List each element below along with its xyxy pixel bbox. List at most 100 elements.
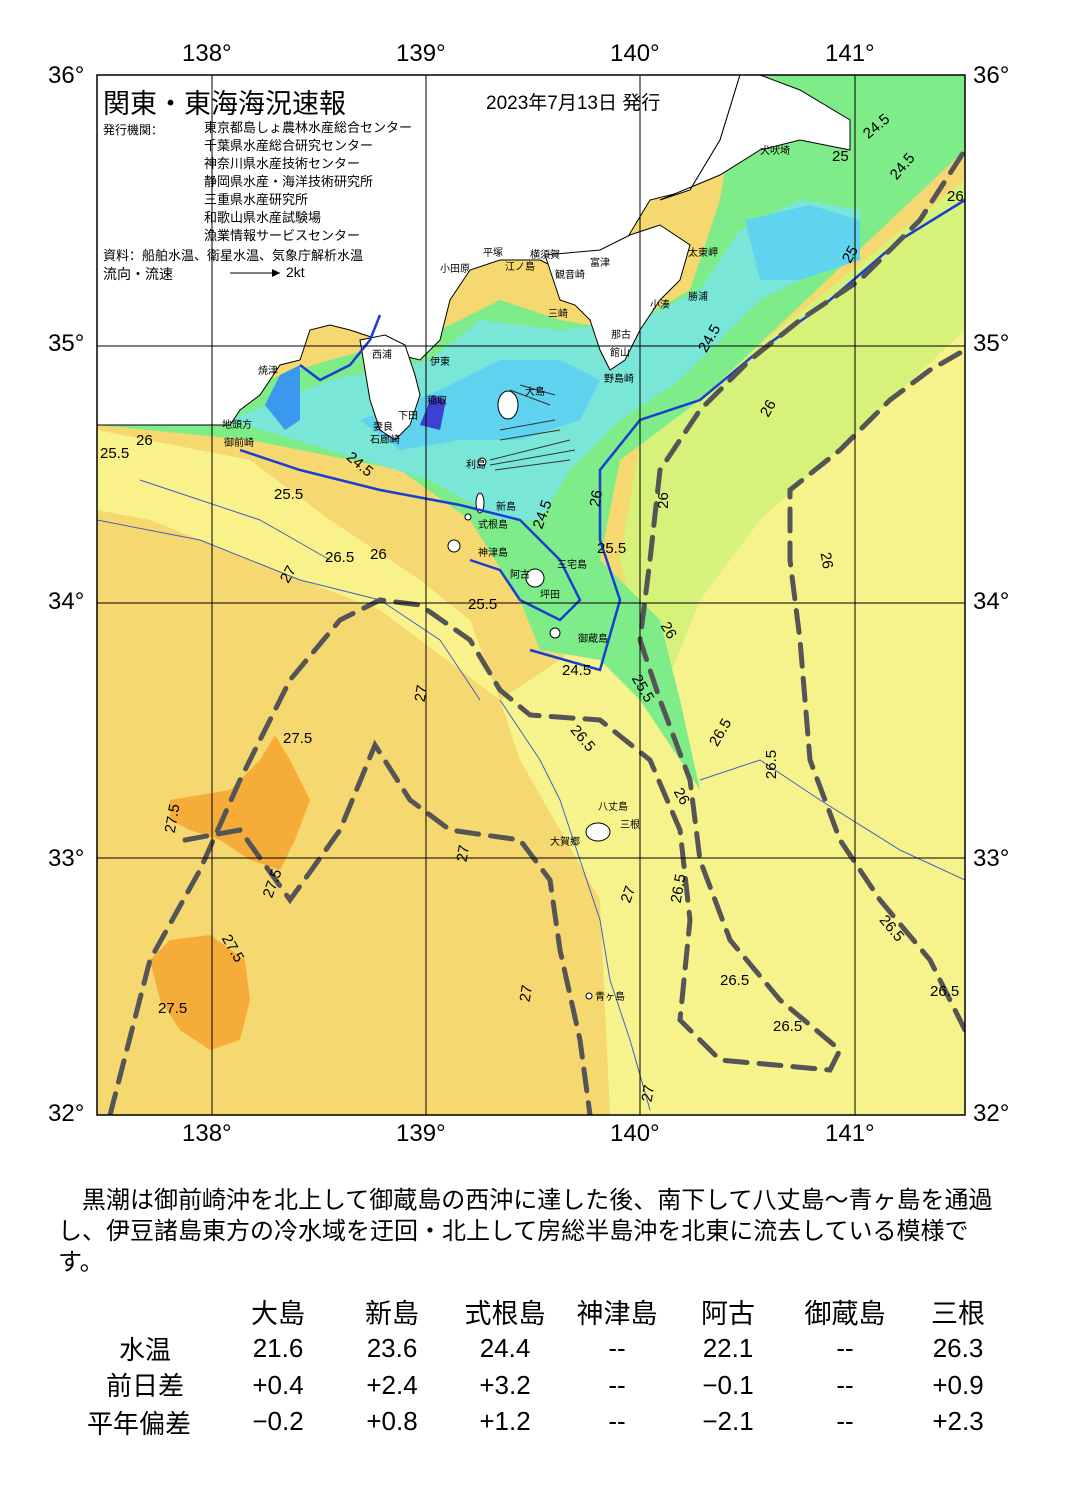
map-title: 関東・東海海況速報 bbox=[103, 89, 346, 119]
sst-layer-27-5-a bbox=[170, 735, 310, 870]
iso-label-25-5-c: 25.5 bbox=[597, 540, 627, 557]
iso-label-26-5-d: 26.5 bbox=[763, 749, 781, 780]
label-mera: 妻良 bbox=[373, 422, 393, 433]
label-taito: 太東岬 bbox=[688, 248, 718, 259]
issuer-list: 東京都島しょ農林水産総合センター 千葉県水産総合研究センター 神奈川県水産技術セ… bbox=[204, 119, 412, 245]
sst-layer-26-east bbox=[620, 180, 965, 700]
lat-right-33: 33° bbox=[973, 845, 1010, 872]
col-header-niijima: 新島 bbox=[365, 1299, 419, 1329]
lon-top-139: 139° bbox=[396, 40, 446, 67]
anomaly-kozushima: -- bbox=[608, 1406, 626, 1436]
island-hachijojima bbox=[585, 822, 611, 842]
iso-label-27-5-a: 27.5 bbox=[283, 730, 313, 747]
kuroshio-description: 黒潮は御前崎沖を北上して御蔵島の西沖に達した後、南下して八丈島～青ヶ島を通過し、… bbox=[58, 1185, 1008, 1278]
anomaly-oshima: −0.2 bbox=[252, 1406, 304, 1436]
label-nojimazaki: 野島崎 bbox=[604, 374, 634, 385]
label-irozaki: 石廊崎 bbox=[370, 435, 400, 446]
iso-label-27-c: 27 bbox=[411, 683, 432, 704]
anomaly-niijima: +0.8 bbox=[366, 1406, 418, 1436]
sst-layer-26-5 bbox=[500, 330, 965, 1115]
lon-bottom-141: 141° bbox=[825, 1120, 875, 1147]
row-label-anomaly: 平年偏差 bbox=[86, 1409, 191, 1439]
lat-right-35: 35° bbox=[973, 330, 1010, 357]
temp-mikurajima: -- bbox=[836, 1333, 854, 1363]
iso-label-27-e: 27 bbox=[516, 983, 537, 1004]
label-mikurajima: 御蔵島 bbox=[578, 634, 608, 645]
lat-left-36: 36° bbox=[48, 62, 85, 89]
sst-layer-23-east bbox=[745, 205, 860, 280]
iso-label-26-i: 26 bbox=[947, 188, 964, 205]
issuer-1: 東京都島しょ農林水産総合センター bbox=[204, 120, 413, 135]
graticule bbox=[97, 75, 965, 1115]
flow-legend-label: 流向・流速 bbox=[103, 266, 173, 282]
temp-shikinejima: 24.4 bbox=[479, 1333, 531, 1363]
label-nishina: 西浦 bbox=[372, 350, 392, 361]
label-aogashima: 青ヶ島 bbox=[595, 992, 625, 1003]
anomaly-ako: −2.1 bbox=[702, 1406, 754, 1436]
lat-right-36: 36° bbox=[973, 62, 1010, 89]
anomaly-shikinejima: +1.2 bbox=[479, 1406, 531, 1436]
anomaly-mitsune: +2.3 bbox=[932, 1406, 984, 1436]
island-shikinejima bbox=[464, 513, 472, 521]
lat-right-34: 34° bbox=[973, 588, 1010, 615]
label-misaki: 三崎 bbox=[548, 309, 568, 320]
sst-layer-23 bbox=[360, 360, 600, 450]
sea-surface-temperature-map bbox=[96, 74, 966, 1116]
iso-label-26-g: 26 bbox=[586, 488, 607, 509]
label-kozushima: 神津島 bbox=[478, 548, 508, 559]
lat-left-32: 32° bbox=[48, 1100, 85, 1127]
issuer-4: 静岡県水産・海洋技術研究所 bbox=[204, 174, 374, 189]
label-choshi: 犬吠埼 bbox=[760, 146, 790, 157]
label-inatori: 稲取 bbox=[427, 396, 447, 407]
iso-label-24-5-d: 24.5 bbox=[562, 662, 592, 679]
label-enoshima: 江ノ島 bbox=[505, 262, 535, 273]
col-header-kozushima: 神津島 bbox=[576, 1299, 658, 1329]
daydiff-niijima: +2.4 bbox=[366, 1370, 418, 1400]
iso-label-26-5-a: 26.5 bbox=[325, 549, 355, 566]
lon-top-141: 141° bbox=[825, 40, 875, 67]
lat-left-33: 33° bbox=[48, 845, 85, 872]
data-source: 資料：船舶水温、衛星水温、気象庁解析水温 bbox=[103, 248, 364, 263]
lon-bottom-139: 139° bbox=[396, 1120, 446, 1147]
temp-ako: 22.1 bbox=[702, 1333, 754, 1363]
island-aogashima bbox=[585, 992, 593, 1000]
label-shikinejima: 式根島 bbox=[478, 520, 508, 531]
col-header-mikurajima: 御蔵島 bbox=[804, 1299, 886, 1329]
label-ako: 阿古 bbox=[510, 570, 530, 581]
label-mitsune: 三根 bbox=[620, 820, 640, 831]
iso-label-26-5-g: 26.5 bbox=[773, 1018, 803, 1035]
label-hiratsuka: 平塚 bbox=[483, 248, 503, 259]
iso-label-26-5-i: 26.5 bbox=[930, 983, 960, 1000]
label-shimoda: 下田 bbox=[398, 411, 418, 422]
iso-label-26-a: 26 bbox=[370, 546, 387, 563]
temp-kozushima: -- bbox=[608, 1333, 626, 1363]
label-odawara: 小田原 bbox=[440, 264, 470, 275]
lon-top-140: 140° bbox=[610, 40, 660, 67]
label-toshima: 利島 bbox=[466, 460, 486, 471]
land-izu-peninsula bbox=[359, 334, 421, 441]
label-hachijojima: 八丈島 bbox=[598, 802, 628, 813]
col-header-shikinejima: 式根島 bbox=[464, 1299, 546, 1329]
iso-label-25-a: 25 bbox=[832, 148, 849, 165]
label-miyakejima: 三宅島 bbox=[557, 560, 587, 571]
issuer-6: 和歌山県水産試験場 bbox=[204, 210, 322, 225]
row-label-water-temp: 水温 bbox=[118, 1335, 171, 1365]
label-yokosuka: 横須賀 bbox=[530, 250, 560, 261]
issue-date: 2023年7月13日 発行 bbox=[486, 93, 661, 114]
col-header-ako: 阿古 bbox=[701, 1299, 755, 1329]
iso-label-26-d: 26 bbox=[136, 432, 153, 449]
row-label-day-diff: 前日差 bbox=[105, 1371, 184, 1401]
island-niijima bbox=[475, 492, 485, 514]
label-niijima: 新島 bbox=[496, 502, 516, 513]
iso-label-26-5-f: 26.5 bbox=[720, 972, 750, 989]
iso-label-26-f: 26 bbox=[654, 492, 672, 509]
temp-mitsune: 26.3 bbox=[932, 1333, 984, 1363]
iso-label-25-5-b: 25.5 bbox=[468, 596, 498, 613]
kuroshio-axis bbox=[107, 147, 965, 1115]
island-oshima bbox=[497, 390, 519, 420]
issuer-3: 神奈川県水産技術センター bbox=[204, 156, 361, 171]
lat-left-34: 34° bbox=[48, 588, 85, 615]
col-header-oshima: 大島 bbox=[251, 1299, 305, 1329]
island-toshima bbox=[477, 457, 487, 467]
flow-arrows bbox=[489, 384, 576, 471]
